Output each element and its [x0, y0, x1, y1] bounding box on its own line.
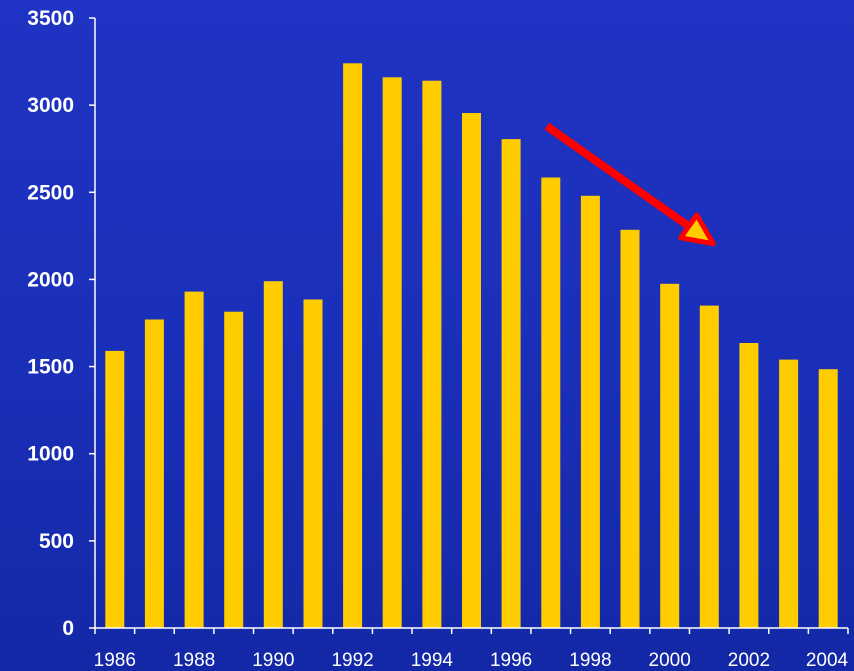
axes-group [89, 17, 849, 634]
x-tick-label: 1992 [331, 650, 373, 671]
y-tick-label: 3500 [27, 7, 74, 30]
bar-1990 [263, 281, 283, 628]
trend-arrow-shaft [544, 122, 692, 230]
x-tick-label: 2002 [728, 650, 770, 671]
bar-1989 [224, 311, 244, 628]
x-tick-label: 1986 [94, 650, 136, 671]
x-tick-label: 1998 [569, 650, 611, 671]
bar-1995 [462, 113, 481, 628]
x-tick-label: 1990 [252, 650, 294, 671]
bar-2002 [739, 343, 759, 628]
y-tick-label: 0 [62, 617, 74, 640]
y-tick-label: 2000 [27, 268, 74, 291]
y-tick-label: 2500 [27, 181, 74, 204]
bar-1993 [382, 77, 402, 629]
bar-1998 [580, 195, 600, 629]
bar-1999 [620, 229, 640, 629]
tick-labels-group: 0 500 1000 1500 2000 2500 3000 3500 1986 1988 1990… [27, 7, 848, 671]
bar-1987 [144, 319, 164, 628]
x-tick-label: 2004 [806, 650, 849, 671]
trend-arrow-head [678, 212, 716, 247]
bar-1991 [303, 299, 323, 628]
x-tick-label: 1996 [490, 650, 532, 671]
bar-1996 [501, 139, 521, 628]
y-tick-label: 1500 [27, 356, 74, 379]
bar-1997 [541, 177, 561, 628]
bars-group [105, 63, 838, 629]
y-tick-label: 1000 [27, 443, 74, 466]
y-tick-label: 500 [39, 530, 74, 553]
x-tick-label: 1994 [411, 650, 454, 671]
y-tick-label: 3000 [27, 94, 74, 117]
bar-2000 [660, 283, 680, 628]
trend-arrow-group [544, 122, 716, 247]
bar-1988 [184, 291, 204, 628]
bar-1994 [422, 80, 442, 628]
x-tick-label: 1988 [173, 650, 215, 671]
bar-1986 [105, 350, 125, 628]
bar-1992 [343, 63, 363, 629]
x-tick-label: 2000 [649, 650, 691, 671]
bar-2003 [779, 359, 799, 628]
bar-2004 [818, 369, 838, 628]
bar-2001 [699, 305, 719, 628]
